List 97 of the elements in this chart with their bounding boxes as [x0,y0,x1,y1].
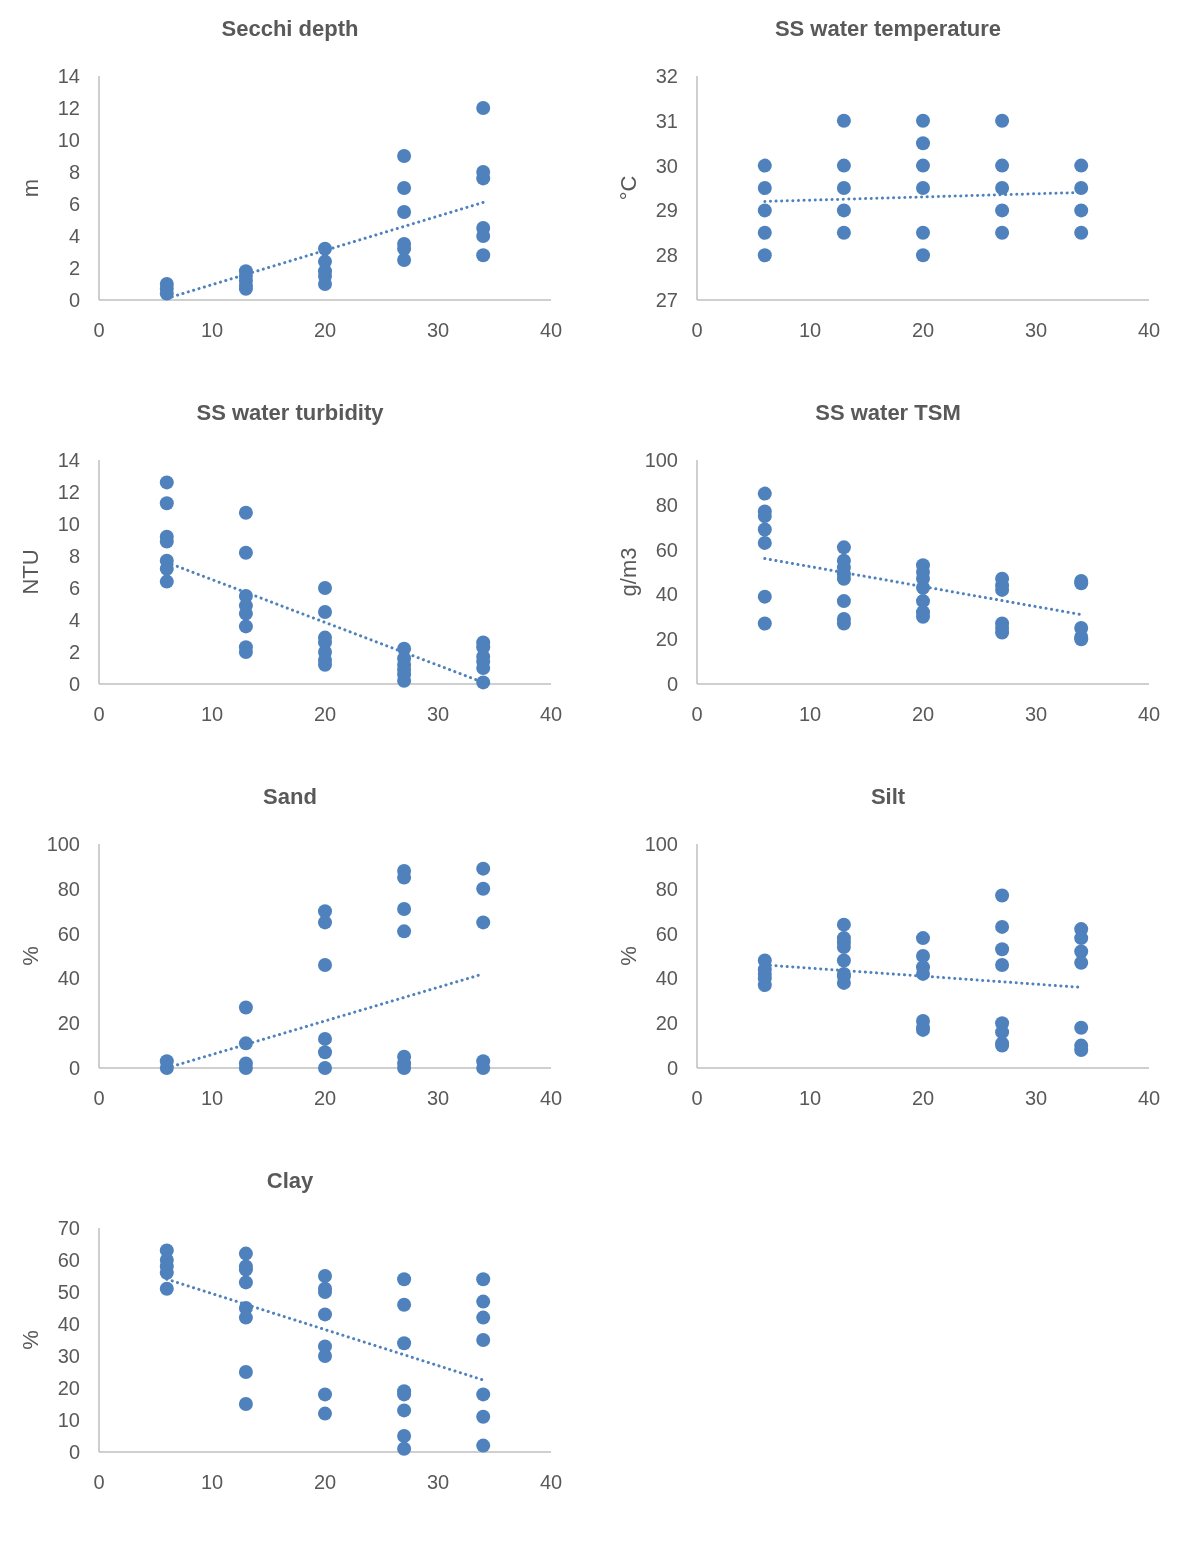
y-tick-label: 0 [666,1057,678,1079]
y-axis-title: % [18,1330,43,1350]
y-tick-label: 0 [68,1441,80,1463]
x-tick-label: 10 [200,1087,224,1109]
x-tick-label: 40 [539,1471,563,1493]
x-tick-label: 30 [426,1471,450,1493]
y-tick-label: 20 [655,1012,678,1035]
x-tick-label: 10 [798,1087,822,1109]
y-tick-label: 30 [57,1345,80,1367]
y-tick-label: 40 [57,1313,80,1335]
y-tick-label: 70 [57,1217,80,1239]
y-tick-label: 4 [68,225,80,247]
y-tick-label: 0 [68,673,80,695]
y-tick-label: 10 [57,513,80,535]
y-axis-title: NTU [18,549,43,595]
y-axis-title: % [616,946,641,966]
x-tick-label: 10 [200,703,224,725]
chart-title: SS water turbidity [196,400,385,425]
y-tick-label: 0 [68,289,80,311]
chart-title: Secchi depth [221,16,359,41]
x-tick-label: 30 [1024,1087,1048,1109]
y-axis-title: % [18,946,43,966]
y-tick-label: 40 [655,967,678,990]
y-tick-label: 32 [655,65,678,87]
x-tick-label: 30 [1024,703,1048,725]
y-tick-label: 80 [655,493,678,516]
x-tick-label: 40 [539,1087,563,1109]
x-tick-label: 0 [691,319,703,341]
y-tick-label: 20 [655,628,678,651]
y-tick-label: 6 [68,193,80,215]
y-tick-label: 50 [57,1281,80,1303]
y-axis-title: m [18,178,43,198]
x-tick-label: 40 [1137,319,1161,341]
x-tick-label: 10 [798,703,822,725]
x-tick-label: 0 [691,703,703,725]
y-tick-label: 14 [57,449,80,471]
y-tick-label: 80 [655,877,678,900]
x-tick-label: 20 [313,703,337,725]
chart-title: SS water TSM [815,400,961,425]
y-tick-label: 100 [644,449,678,471]
y-tick-label: 31 [655,109,678,132]
x-tick-label: 20 [911,319,935,341]
y-tick-label: 60 [57,1249,80,1271]
y-tick-label: 12 [57,97,80,119]
y-tick-label: 4 [68,609,80,631]
x-tick-label: 20 [313,319,337,341]
chart-title: Clay [266,1168,314,1193]
chart-title: Sand [263,784,317,809]
x-tick-label: 30 [1024,319,1048,341]
x-tick-label: 20 [313,1087,337,1109]
y-axis-title: °C [616,175,641,201]
x-tick-label: 10 [798,319,822,341]
x-tick-label: 20 [911,703,935,725]
x-tick-label: 10 [200,319,224,341]
x-tick-label: 0 [93,1471,105,1493]
y-tick-label: 20 [57,1377,80,1399]
x-tick-label: 40 [539,703,563,725]
x-tick-label: 20 [313,1471,337,1493]
y-tick-label: 2 [68,257,80,279]
y-tick-label: 2 [68,641,80,663]
y-tick-label: 40 [655,583,678,606]
y-tick-label: 100 [644,833,678,855]
y-tick-label: 60 [655,538,678,561]
x-tick-label: 0 [93,319,105,341]
y-tick-label: 10 [57,1409,80,1431]
y-tick-label: 28 [655,244,678,267]
y-tick-label: 20 [57,1012,80,1035]
y-tick-label: 8 [68,545,80,567]
y-tick-label: 40 [57,967,80,990]
y-tick-label: 60 [57,922,80,945]
x-tick-label: 10 [200,1471,224,1493]
chart-title: Silt [870,784,906,809]
y-tick-label: 60 [655,922,678,945]
y-tick-label: 30 [655,154,678,177]
y-tick-label: 6 [68,577,80,599]
y-tick-label: 8 [68,161,80,183]
x-tick-label: 0 [93,703,105,725]
x-tick-label: 20 [911,1087,935,1109]
y-axis-title: g/m3 [616,547,641,597]
y-tick-label: 12 [57,481,80,503]
x-tick-label: 30 [426,1087,450,1109]
y-tick-label: 29 [655,199,678,222]
y-tick-label: 27 [655,289,678,311]
y-tick-label: 0 [68,1057,80,1079]
x-tick-label: 0 [691,1087,703,1109]
x-tick-label: 30 [426,319,450,341]
x-tick-label: 30 [426,703,450,725]
y-tick-label: 100 [46,833,80,855]
y-tick-label: 0 [666,673,678,695]
x-tick-label: 40 [539,319,563,341]
chart-title: SS water temperature [774,16,1002,41]
x-tick-label: 0 [93,1087,105,1109]
y-tick-label: 14 [57,65,80,87]
y-tick-label: 10 [57,129,80,151]
y-tick-label: 80 [57,877,80,900]
x-tick-label: 40 [1137,703,1161,725]
x-tick-label: 40 [1137,1087,1161,1109]
